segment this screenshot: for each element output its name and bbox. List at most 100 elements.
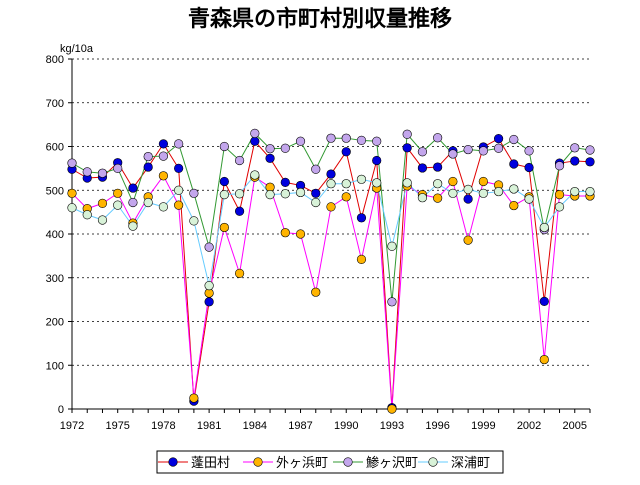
series-1-point-1983 [234, 206, 245, 216]
y-tick-label-300: 300 [46, 273, 64, 285]
series-1-point-1984 [250, 136, 260, 146]
legend-marker-2 [253, 457, 263, 467]
series-4-point-1991 [356, 174, 367, 184]
legend-marker-4 [428, 457, 438, 467]
series-4-point-1986 [280, 189, 290, 199]
series-4-point-2005 [570, 186, 580, 197]
legend-label-3: 鯵ヶ沢町 [366, 456, 418, 471]
series-3-point-1983 [234, 155, 245, 166]
series-2-point-2003 [539, 354, 549, 365]
y-tick-label-500: 500 [46, 185, 64, 197]
series-4-point-1984 [250, 170, 260, 180]
series-4-point-1996 [433, 179, 443, 189]
series-1-point-1989 [326, 169, 336, 179]
series-4-point-1993 [387, 241, 397, 251]
series-3-point-1989 [326, 133, 336, 143]
gridlines [72, 58, 590, 366]
series-2-point-1982 [219, 222, 229, 233]
series-3-point-1973 [82, 167, 92, 177]
series-4-point-2003 [539, 222, 549, 233]
series-4-point-2000 [493, 186, 504, 197]
series-3-point-1999 [478, 146, 488, 156]
series-2-point-1988 [311, 287, 321, 297]
series-3-point-1996 [433, 133, 443, 143]
series-4-point-1988 [311, 197, 321, 208]
series-line-1 [71, 137, 591, 408]
series-4-point-1989 [326, 179, 336, 189]
series-1-point-1981 [204, 297, 214, 307]
series-4-point-1972 [67, 203, 77, 213]
series-4-point-1979 [174, 185, 184, 195]
series-3-point-2002 [524, 146, 534, 156]
series-1-point-1976 [128, 183, 138, 193]
series-2-point-1983 [234, 268, 245, 278]
series-1-point-1979 [174, 163, 184, 173]
series-1-point-1998 [463, 194, 473, 204]
series-4-point-1977 [143, 197, 153, 208]
series-4-point-1990 [341, 179, 351, 189]
series-3-point-1991 [356, 135, 367, 145]
series-3-point-1980 [189, 188, 199, 198]
series-1-point-2002 [524, 162, 534, 173]
x-tick-label-1978: 1978 [151, 420, 175, 432]
y-tick-label-800: 800 [46, 54, 64, 66]
series-4-point-1983 [234, 189, 245, 199]
y-tick-label-200: 200 [46, 317, 64, 329]
y-axis-unit: kg/10a [60, 43, 94, 55]
series-4-point-1974 [97, 215, 108, 225]
series-3-point-1992 [372, 136, 382, 146]
series-4-point-1994 [402, 178, 412, 188]
series-4-point-2001 [509, 184, 519, 194]
series-1-point-1995 [417, 163, 428, 173]
series-3-point-1979 [174, 139, 184, 149]
series-1-point-1996 [433, 162, 443, 172]
series-3-point-1987 [295, 136, 306, 146]
series-2-point-1986 [280, 228, 290, 238]
series-group [67, 128, 595, 414]
series-1-point-1992 [372, 155, 382, 166]
series-2-point-2001 [509, 200, 519, 211]
series-1-point-1982 [219, 176, 229, 187]
axes: 0 100 200 300 400 500 600 700 800 1972 1975 1978 198… [46, 54, 591, 432]
series-2-point-1979 [174, 200, 184, 210]
series-3-point-1975 [113, 163, 123, 173]
legend-label-4: 深浦町 [451, 456, 490, 471]
series-1-point-2000 [493, 134, 504, 144]
x-tick-label-2002: 2002 [517, 420, 541, 432]
series-4-point-1976 [128, 221, 138, 231]
y-tick-label-700: 700 [46, 98, 64, 110]
series-3-point-1982 [219, 141, 229, 152]
series-2-point-1974 [97, 198, 108, 208]
y-tick-label-100: 100 [46, 360, 64, 372]
series-3-point-1972 [67, 158, 77, 168]
y-tick-label-600: 600 [46, 142, 64, 154]
series-4-point-1997 [448, 188, 458, 198]
series-4-point-2004 [554, 202, 565, 212]
series-4-point-1995 [417, 193, 428, 203]
series-3-point-1981 [204, 242, 214, 252]
series-4-point-1992 [372, 178, 382, 188]
y-tick-label-0: 0 [58, 404, 64, 416]
series-4-point-1999 [478, 188, 488, 198]
series-3-point-1978 [158, 151, 169, 161]
series-2-point-1978 [158, 171, 169, 181]
series-4-point-2002 [524, 194, 534, 204]
legend-marker-3 [343, 457, 353, 467]
x-tick-label-2005: 2005 [563, 420, 587, 432]
series-1-point-1978 [158, 139, 169, 149]
series-1-point-2003 [539, 296, 549, 306]
series-3-point-1995 [417, 147, 428, 157]
x-tick-label-1993: 1993 [380, 420, 404, 432]
series-3-point-1984 [250, 128, 260, 138]
series-1-point-2001 [509, 159, 519, 169]
series-3-point-2005 [570, 143, 580, 153]
series-3-point-2004 [554, 161, 565, 171]
series-3-point-1994 [402, 129, 412, 139]
series-1-point-2006 [585, 157, 595, 167]
series-3-point-1985 [265, 144, 275, 154]
series-1-point-1977 [143, 162, 153, 172]
y-tick-label-400: 400 [46, 229, 64, 241]
x-tick-label-1987: 1987 [288, 420, 312, 432]
series-3-point-2000 [493, 143, 504, 153]
series-2-point-1996 [433, 193, 443, 203]
